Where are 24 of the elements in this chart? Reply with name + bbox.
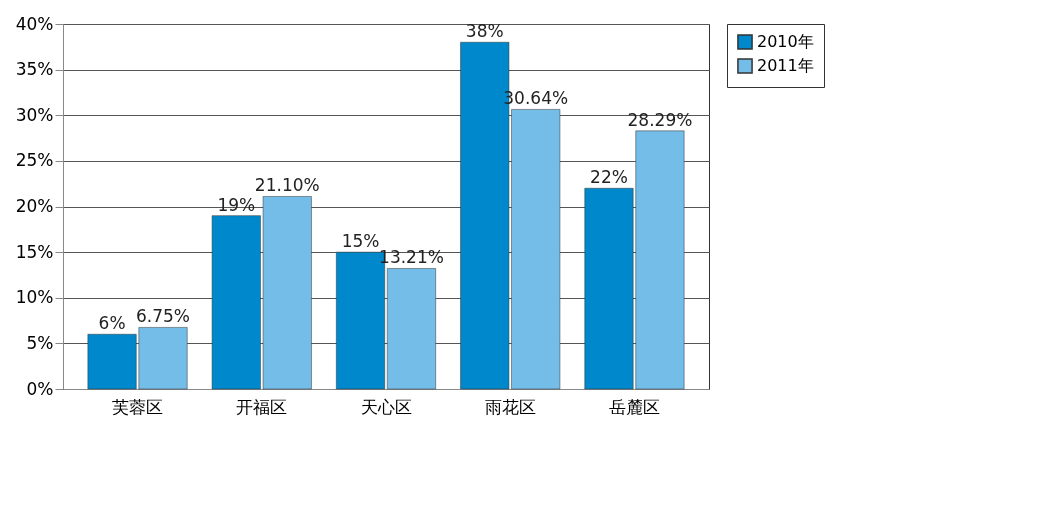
data-label: 6%: [98, 313, 126, 334]
x-tick-label: 芙蓉区: [112, 396, 164, 417]
y-tick-label: 30%: [15, 104, 54, 125]
legend-label: 2011年: [757, 56, 814, 75]
x-tick-label: 天心区: [360, 396, 412, 417]
legend-label: 2010年: [757, 32, 814, 51]
data-label: 28.29%: [627, 109, 693, 130]
y-tick-label: 25%: [15, 150, 54, 171]
data-label: 21.10%: [254, 175, 320, 196]
y-tick-label: 20%: [15, 196, 54, 216]
y-tick-label: 5%: [26, 332, 54, 353]
data-label: 15%: [341, 231, 380, 252]
x-tick-label: 岳麓区: [608, 396, 660, 417]
y-tick-label: 15%: [15, 241, 54, 262]
bar: [387, 268, 436, 390]
data-label: 6.75%: [136, 306, 191, 327]
data-label: 38%: [465, 21, 504, 42]
data-label: 22%: [590, 167, 628, 188]
x-tick-label: 开福区: [236, 396, 288, 417]
y-tick-label: 40%: [15, 13, 54, 34]
y-tick-label: 35%: [15, 59, 54, 80]
y-tick-label: 10%: [15, 287, 54, 308]
y-tick-label: 0%: [26, 378, 54, 399]
x-tick-label: 雨花区: [484, 396, 536, 417]
